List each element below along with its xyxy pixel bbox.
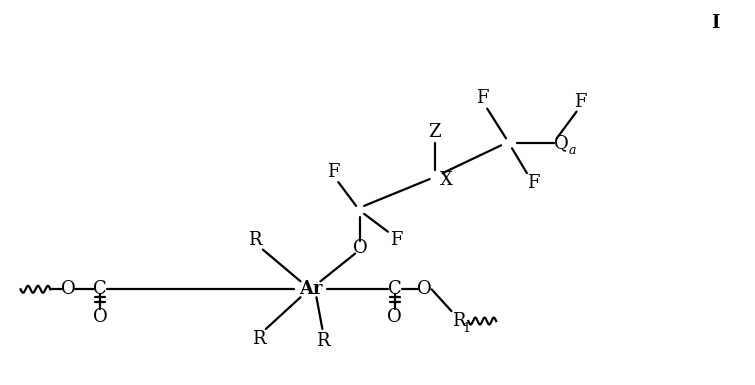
Text: O: O — [418, 280, 432, 298]
Text: 1: 1 — [462, 321, 470, 335]
Text: F: F — [390, 231, 402, 249]
Text: C: C — [93, 280, 107, 298]
Text: R: R — [252, 330, 266, 348]
Text: F: F — [476, 89, 488, 107]
Text: R: R — [316, 332, 329, 350]
Text: F: F — [575, 93, 587, 110]
Text: O: O — [353, 239, 368, 256]
Text: I: I — [711, 14, 720, 32]
Text: Ar: Ar — [299, 280, 322, 298]
Text: R: R — [451, 312, 465, 330]
Text: Z: Z — [428, 124, 441, 141]
Text: X: X — [440, 171, 453, 189]
Text: C: C — [388, 280, 402, 298]
Text: Q: Q — [554, 134, 569, 152]
Text: R: R — [248, 231, 262, 249]
Text: O: O — [61, 280, 76, 298]
Text: F: F — [327, 163, 340, 181]
Text: O: O — [93, 308, 107, 326]
Text: a: a — [569, 144, 576, 157]
Text: O: O — [387, 308, 402, 326]
Text: F: F — [527, 174, 539, 192]
